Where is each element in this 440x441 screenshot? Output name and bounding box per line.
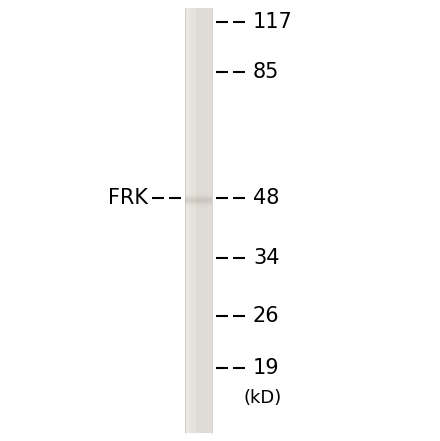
Text: 34: 34 <box>253 248 279 268</box>
Bar <box>185 8 191 433</box>
Bar <box>185 195 212 196</box>
Bar <box>185 196 212 197</box>
Bar <box>185 207 212 208</box>
Text: 48: 48 <box>253 188 279 208</box>
Bar <box>185 193 212 194</box>
Bar <box>185 194 212 195</box>
Text: 26: 26 <box>253 306 280 326</box>
Bar <box>185 197 212 198</box>
Bar <box>185 203 212 204</box>
Bar <box>185 200 212 201</box>
Bar <box>185 191 212 192</box>
Bar <box>185 206 212 207</box>
Text: (kD): (kD) <box>244 389 282 407</box>
Bar <box>185 204 212 205</box>
Bar <box>185 192 212 193</box>
Bar <box>185 199 212 200</box>
Bar <box>185 208 212 209</box>
Bar <box>185 198 212 199</box>
Bar <box>196 8 201 433</box>
Bar <box>185 205 212 206</box>
Bar <box>201 8 207 433</box>
Bar <box>185 201 212 202</box>
Bar <box>185 202 212 203</box>
Bar <box>191 8 196 433</box>
Text: 117: 117 <box>253 12 293 32</box>
Bar <box>207 8 212 433</box>
Text: 19: 19 <box>253 358 280 378</box>
Text: 85: 85 <box>253 62 279 82</box>
Text: FRK: FRK <box>108 188 148 208</box>
Bar <box>185 8 212 433</box>
